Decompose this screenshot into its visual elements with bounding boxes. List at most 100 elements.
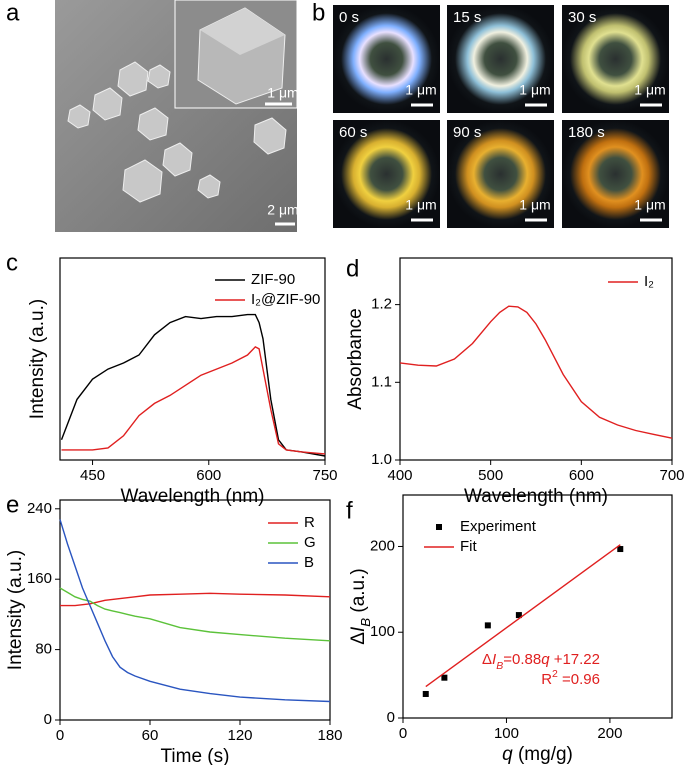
text-run: Δ: [348, 632, 369, 645]
panel-label: c: [6, 249, 18, 276]
legend-label: G: [304, 534, 316, 551]
panel-label: e: [6, 491, 19, 518]
x-tick-label: 600: [569, 467, 594, 484]
x-axis-label: Wavelength (nm): [121, 486, 265, 507]
scale-label: 1 μm: [405, 82, 436, 98]
x-tick-label: 180: [317, 727, 342, 744]
legend-marker: [436, 524, 442, 530]
y-axis-label: Intensity (a.u.): [5, 550, 26, 670]
scale-label: 1 μm: [634, 82, 665, 98]
x-axis-label: q (mg/g): [502, 744, 573, 765]
time-label: 60 s: [339, 124, 367, 141]
x-tick-label: 450: [80, 467, 105, 484]
optical-image: [562, 5, 669, 113]
x-tick-label: 750: [312, 467, 337, 484]
x-tick-label: 120: [227, 727, 252, 744]
text-run: =0.96: [558, 671, 600, 688]
x-tick-label: 0: [56, 727, 64, 744]
series-line: [425, 544, 621, 688]
panel-label: b: [312, 0, 325, 26]
panel-label: f: [346, 497, 353, 524]
y-tick-label: 100: [370, 623, 395, 640]
text-run: q: [541, 651, 550, 668]
x-tick-label: 200: [597, 725, 622, 742]
series-line: [60, 592, 331, 607]
optical-image: [447, 120, 554, 228]
text-run: Δ: [482, 651, 492, 668]
y-tick-label: 1.2: [371, 296, 392, 313]
x-tick-label: 500: [478, 467, 503, 484]
y-tick-label: 1.1: [371, 373, 392, 390]
x-tick-label: 700: [659, 467, 684, 484]
annotation: ΔIB=0.88q +17.22: [482, 651, 600, 672]
y-tick-label: 240: [27, 500, 52, 517]
series-line: [59, 587, 331, 642]
point: [617, 546, 624, 553]
text-run: B: [358, 618, 373, 627]
optical-image: [562, 120, 669, 228]
plot-frame: [402, 494, 673, 719]
time-label: 180 s: [568, 124, 605, 141]
x-tick-label: 400: [387, 467, 412, 484]
time-label: 0 s: [339, 9, 359, 26]
plot-frame: [399, 257, 673, 461]
legend-label: B: [304, 554, 314, 571]
scale-label: 1 μm: [519, 82, 550, 98]
legend-label: I₂@ZIF-90: [251, 291, 320, 308]
series-line: [59, 519, 331, 703]
legend-label: ZIF-90: [251, 271, 295, 288]
series-line: [399, 305, 673, 439]
legend-label: Fit: [460, 538, 477, 555]
text-run: (mg/g): [513, 744, 573, 765]
text-run: R: [541, 671, 552, 688]
time-label: 15 s: [453, 9, 481, 26]
plot-frame: [59, 257, 326, 461]
time-label: 90 s: [453, 124, 481, 141]
y-tick-label: 200: [370, 537, 395, 554]
scale-label: 1 μm: [405, 197, 436, 213]
y-tick-label: 1.0: [371, 451, 392, 468]
panel-label: d: [346, 255, 359, 282]
text-run: B: [496, 660, 503, 672]
y-axis-label: Intensity (a.u.): [27, 299, 48, 419]
text-run: +17.22: [550, 651, 600, 668]
point: [441, 674, 448, 681]
point: [484, 622, 491, 629]
scale-label: 2 μm: [267, 202, 298, 218]
x-tick-label: 60: [142, 727, 159, 744]
series-line: [61, 346, 326, 455]
y-axis-label: ΔIB (a.u.): [348, 568, 373, 644]
y-tick-label: 0: [387, 709, 395, 726]
x-tick-label: 0: [399, 725, 407, 742]
optical-image: [333, 120, 440, 228]
point: [422, 690, 429, 697]
text-run: I: [492, 651, 496, 668]
x-tick-label: 600: [196, 467, 221, 484]
text-run: (a.u.): [348, 568, 369, 618]
plot-frame: [59, 499, 331, 721]
crystals: [67, 61, 287, 203]
optical-image: [333, 5, 440, 113]
x-axis-label: Time (s): [161, 746, 230, 765]
legend-label: R: [304, 514, 315, 531]
time-label: 30 s: [568, 9, 596, 26]
legend-label: Experiment: [460, 518, 537, 535]
text-run: =0.88: [503, 651, 541, 668]
scale-label: 1 μm: [267, 85, 298, 101]
y-tick-label: 80: [35, 641, 52, 658]
x-axis-label: Wavelength (nm): [464, 486, 608, 507]
text-run: I: [348, 626, 369, 632]
y-tick-label: 0: [44, 711, 52, 728]
y-axis-label: Absorbance: [345, 308, 366, 409]
annotation: R2 =0.96: [541, 668, 600, 688]
y-tick-label: 160: [27, 570, 52, 587]
scale-label: 1 μm: [634, 197, 665, 213]
point: [515, 612, 522, 619]
text-run: 2: [552, 668, 558, 680]
legend-label: I₂: [644, 273, 654, 290]
facet: [200, 8, 285, 55]
panel-label: a: [6, 0, 20, 26]
x-tick-label: 100: [494, 725, 519, 742]
scale-label: 1 μm: [519, 197, 550, 213]
